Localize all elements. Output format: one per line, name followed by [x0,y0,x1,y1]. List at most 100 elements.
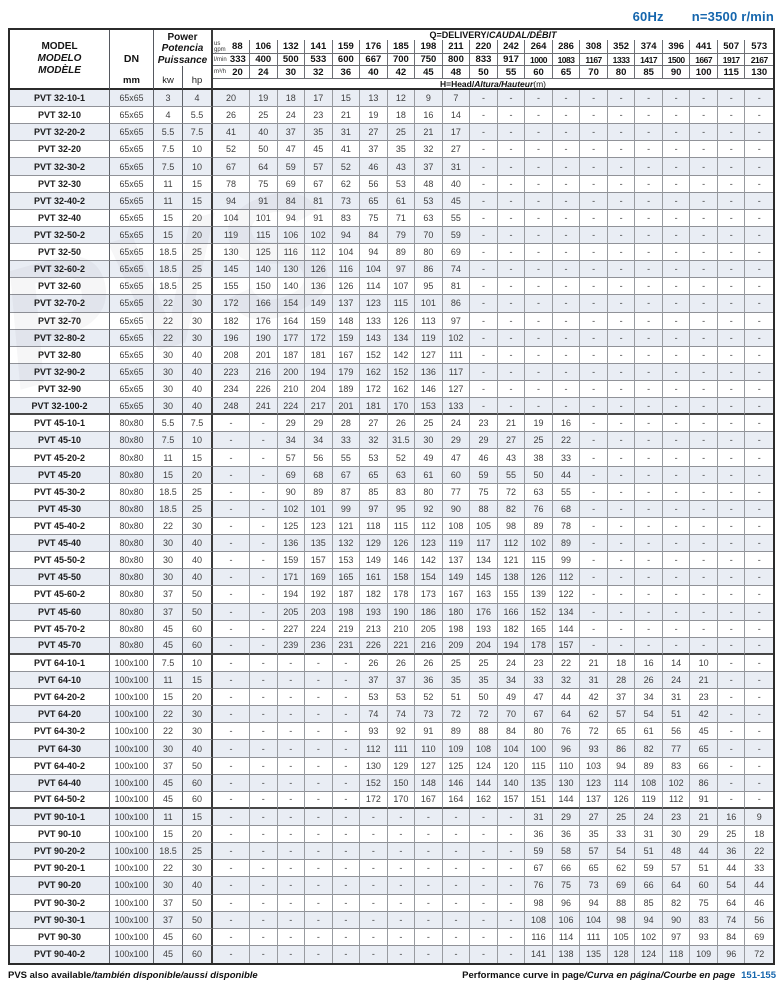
flow-value-cell: 333 [229,54,246,65]
head-value-cell: - [662,175,691,193]
kw-cell: 30 [154,381,183,399]
head-value-cell: 75 [470,483,498,501]
head-value-cell: 33 [745,860,773,878]
head-value-cell: - [497,860,526,878]
head-value-cell: - [497,209,526,227]
footer-availability-note: PVS also available/también disponible/au… [8,970,258,981]
head-value-cell: - [470,226,498,245]
head-value-cell: 97 [387,261,416,279]
head-value-cell: - [580,398,608,416]
head-value-cell: - [690,466,718,484]
hp-cell: 30 [183,312,213,330]
hp-unit-header: hp [183,66,213,90]
head-value-cell: 94 [580,894,608,912]
head-value-cell: - [277,894,306,912]
head-value-cell: - [635,637,663,655]
head-value-cell: 21 [690,672,718,690]
head-value-cell: - [717,517,746,536]
head-value-cell: 31 [332,124,361,142]
head-value-cell: - [470,175,498,193]
head-value-cell: - [745,244,773,262]
head-value-cell: 155 [213,278,250,296]
head-value-cell: 162 [360,363,388,381]
head-value-cell: - [250,791,278,809]
head-value-cell: - [250,637,278,655]
head-value-cell: 29 [690,826,718,844]
head-value-cell: - [305,843,333,861]
head-value-cell: - [360,911,388,929]
flow-value-cell: 917 [497,54,526,66]
head-value-cell: 57 [607,706,636,724]
flow-value-cell: 80 [607,66,636,79]
head-value-cell: 121 [332,517,361,536]
head-value-cell: - [332,689,361,707]
head-value-cell: 198 [332,603,361,621]
head-value-cell: 146 [415,381,443,399]
head-value-cell: - [250,689,278,707]
flow-value-cell: 441 [690,40,718,54]
head-value-cell: - [635,586,663,604]
head-value-cell: - [607,415,636,433]
head-value-cell: 53 [387,175,416,193]
head-value-cell: 205 [277,603,306,621]
head-value-cell: 27 [360,415,388,433]
head-value-cell: 76 [525,877,553,895]
head-value-cell: - [213,415,250,433]
head-value-cell: 179 [332,363,361,381]
head-value-cell: - [442,877,471,895]
head-value-cell: 150 [387,774,416,792]
head-value-cell: - [497,945,526,963]
head-value-cell: - [525,278,553,296]
head-value-cell: 27 [580,808,608,827]
model-cell: PVT 45-60 [10,603,110,621]
head-value-cell: - [277,654,306,672]
head-value-cell: - [745,415,773,433]
head-value-cell: 96 [552,740,581,758]
head-value-cell: - [662,141,691,159]
head-value-cell: - [332,672,361,690]
head-value-cell: - [497,124,526,142]
head-value-cell: - [690,517,718,536]
head-value-cell: - [250,466,278,484]
head-value-cell: 112 [360,740,388,758]
head-value-cell: - [470,363,498,381]
head-value-cell: 116 [277,244,306,262]
head-value-cell: - [580,586,608,604]
head-value-cell: 86 [415,261,443,279]
head-value-cell: - [717,466,746,484]
head-value-cell: 45 [305,141,333,159]
head-value-cell: - [277,757,306,775]
head-value-cell: 24 [662,672,691,690]
head-value-cell: - [213,500,250,518]
head-value-cell: 172 [305,329,333,347]
head-value-cell: - [213,483,250,501]
head-value-cell: - [745,740,773,758]
head-value-cell: 86 [442,295,471,313]
head-value-cell: 36 [717,843,746,861]
kw-cell: 22 [154,312,183,330]
head-value-cell: - [580,244,608,262]
model-cell: PVT 32-100-2 [10,398,110,416]
head-value-cell: - [360,843,388,861]
head-value-cell: - [213,860,250,878]
flow-value-cell: 750 [415,54,443,66]
head-value-cell: - [635,483,663,501]
head-value-cell: 37 [360,141,388,159]
head-value-cell: - [607,398,636,416]
model-cell: PVT 64-40-2 [10,757,110,775]
head-value-cell: 86 [607,740,636,758]
head-value-cell: - [662,466,691,484]
head-value-cell: 134 [470,552,498,570]
head-value-cell: - [745,107,773,125]
hp-cell: 25 [183,483,213,501]
head-value-cell: 123 [305,517,333,536]
head-value-cell: 22 [745,843,773,861]
head-value-cell: 97 [442,312,471,330]
head-value-cell: 62 [332,175,361,193]
head-value-cell: 51 [662,706,691,724]
head-value-cell: 172 [360,381,388,399]
head-value-cell: - [635,620,663,638]
head-value-cell: - [662,90,691,108]
head-value-cell: 116 [332,261,361,279]
head-value-cell: - [690,620,718,638]
